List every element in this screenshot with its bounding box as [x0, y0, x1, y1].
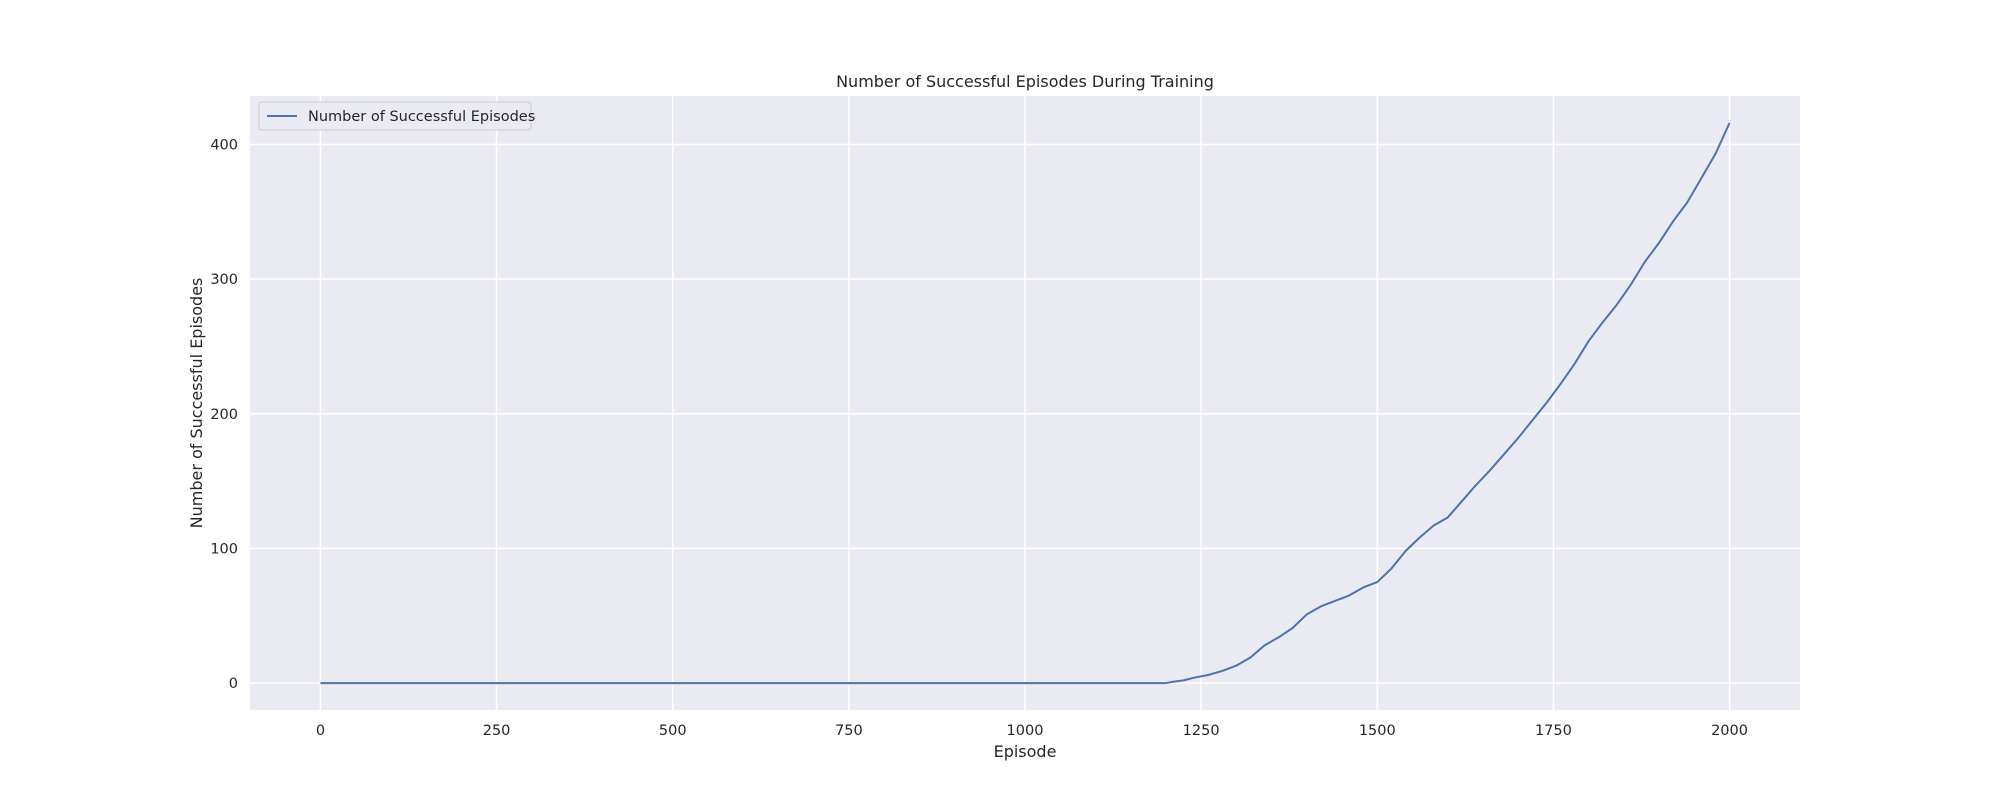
x-axis-label: Episode [994, 742, 1057, 761]
legend-box [258, 101, 532, 131]
series-layer [320, 122, 1731, 685]
legend-label: Number of Successful Episodes [308, 109, 535, 125]
y-tick-label: 200 [210, 407, 238, 423]
x-tick-label: 250 [483, 723, 511, 739]
x-tick-labels: 0 250 500 750 1000 1250 1500 1750 2000 [316, 723, 1748, 739]
y-tick-label: 100 [210, 541, 238, 557]
y-axis-label: Number of Successful Episodes [187, 278, 206, 529]
x-tick-label: 1000 [1007, 723, 1044, 739]
x-gridlines [319, 96, 1731, 710]
x-tick-label: 0 [316, 723, 325, 739]
chart-title: Number of Successful Episodes During Tra… [836, 72, 1214, 91]
legend: Number of Successful Episodes [258, 101, 535, 131]
x-tick-label: 750 [835, 723, 863, 739]
y-tick-label: 400 [210, 137, 238, 153]
y-tick-label: 0 [229, 676, 238, 692]
x-tick-label: 1750 [1535, 723, 1572, 739]
y-tick-label: 300 [210, 272, 238, 288]
x-tick-label: 2000 [1711, 723, 1748, 739]
series-line [320, 122, 1731, 685]
y-tick-labels: 0 100 200 300 400 [210, 137, 238, 692]
x-tick-label: 1500 [1359, 723, 1396, 739]
x-tick-label: 1250 [1183, 723, 1220, 739]
x-tick-label: 500 [659, 723, 687, 739]
